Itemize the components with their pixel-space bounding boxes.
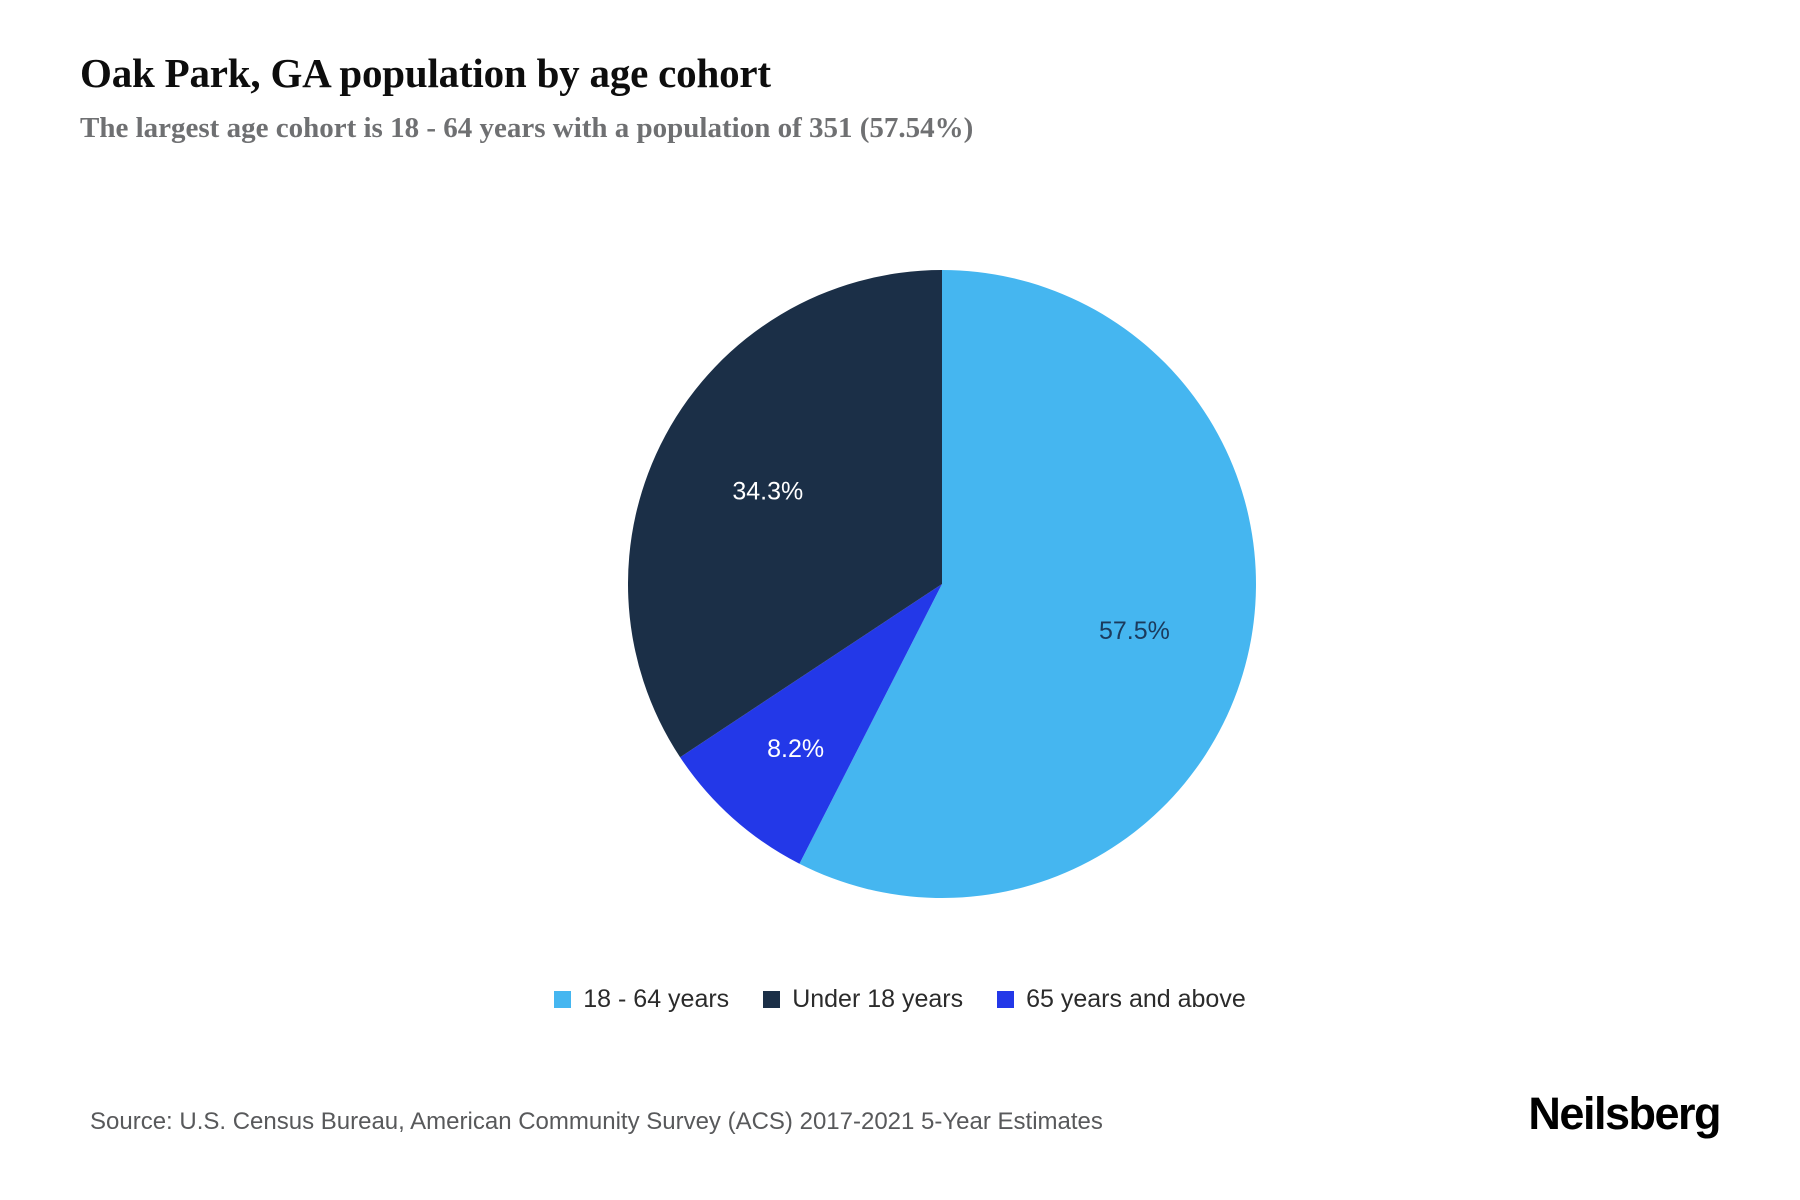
pie-slice[interactable] — [628, 270, 942, 758]
pie-slice-label: 34.3% — [732, 477, 803, 505]
pie-label-group: 57.5% 8.2% 34.3% — [732, 477, 1169, 763]
plot-area: 57.5% 8.2% 34.3% — [0, 230, 1800, 930]
chart-footer: Source: U.S. Census Bureau, American Com… — [0, 1050, 1800, 1200]
legend-item-label: 65 years and above — [1026, 985, 1246, 1013]
legend-item[interactable]: 18 - 64 years — [554, 985, 729, 1014]
pie-slice-label: 57.5% — [1099, 617, 1170, 645]
legend-item-label: 18 - 64 years — [583, 985, 730, 1013]
legend-item[interactable]: 65 years and above — [997, 985, 1246, 1014]
pie-slice[interactable] — [799, 270, 1256, 898]
pie-slice-label: 8.2% — [767, 735, 824, 763]
chart-legend: 18 - 64 years Under 18 years 65 years and … — [0, 985, 1800, 1014]
brand-logo: Neilsberg — [1528, 1088, 1721, 1139]
chart-subtitle: The largest age cohort is 18 - 64 years … — [80, 112, 974, 144]
legend-swatch-icon — [763, 991, 781, 1008]
legend-swatch-icon — [997, 991, 1015, 1008]
pie-chart: 57.5% 8.2% 34.3% — [628, 270, 1256, 898]
page-title: Oak Park, GA population by age cohort — [80, 50, 771, 96]
pie-slice[interactable] — [680, 584, 942, 864]
source-note: Source: U.S. Census Bureau, American Com… — [90, 1108, 1103, 1135]
chart-header: Oak Park, GA population by age cohort Th… — [80, 48, 1720, 148]
legend-item-label: Under 18 years — [792, 985, 964, 1013]
legend-item[interactable]: Under 18 years — [763, 985, 963, 1014]
legend-swatch-icon — [554, 991, 572, 1008]
pie-slice-group — [628, 270, 1256, 898]
